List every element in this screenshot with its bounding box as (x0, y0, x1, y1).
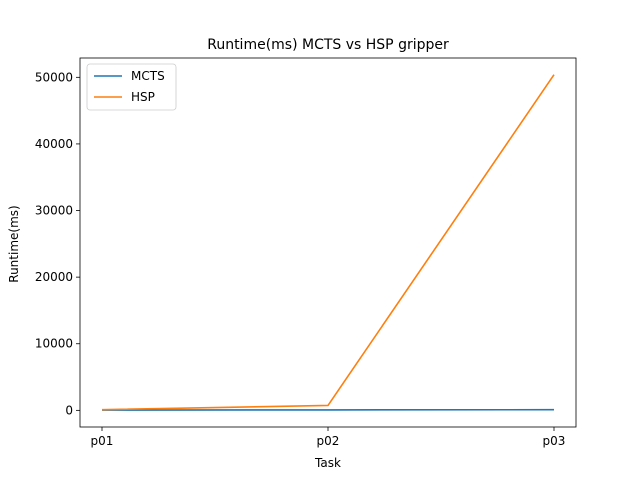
y-tick-label: 10000 (35, 337, 73, 351)
y-tick-label: 30000 (35, 204, 73, 218)
x-tick-label: p01 (91, 434, 114, 448)
legend-label-hsp: HSP (131, 90, 155, 104)
legend-label-mcts: MCTS (131, 69, 165, 83)
y-tick-label: 0 (65, 403, 73, 417)
x-axis-label: Task (314, 456, 341, 470)
series-line-hsp (101, 74, 555, 411)
axes: 0 10000 20000 30000 40000 50000 p01 p02 p03 (35, 57, 577, 448)
x-tick-label: p02 (317, 434, 340, 448)
plot-area (101, 74, 555, 411)
y-tick-label: 40000 (35, 137, 73, 151)
chart-title: Runtime(ms) MCTS vs HSP gripper (207, 37, 449, 53)
y-tick-label: 50000 (35, 70, 73, 84)
y-axis-label: Runtime(ms) (7, 205, 21, 282)
legend: MCTS HSP (86, 63, 177, 111)
x-tick-label: p03 (543, 434, 566, 448)
y-tick-label: 20000 (35, 270, 73, 284)
